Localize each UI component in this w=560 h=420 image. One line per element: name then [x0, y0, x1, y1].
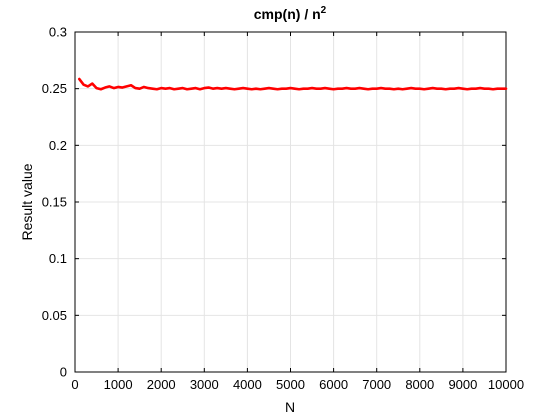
x-tick-label: 3000 [190, 377, 219, 392]
y-tick-label: 0 [60, 365, 67, 380]
chart-title: cmp(n) / n2 [254, 5, 327, 22]
x-tick-label: 7000 [362, 377, 391, 392]
x-tick-label: 9000 [448, 377, 477, 392]
y-tick-label: 0.15 [42, 195, 67, 210]
y-tick-label: 0.1 [49, 251, 67, 266]
y-tick-label: 0.05 [42, 308, 67, 323]
x-axis-label: N [285, 399, 295, 415]
x-tick-label: 8000 [405, 377, 434, 392]
y-axis-label: Result value [19, 163, 35, 240]
y-tick-label: 0.3 [49, 25, 67, 40]
x-tick-label: 0 [71, 377, 78, 392]
x-tick-label: 6000 [319, 377, 348, 392]
x-tick-label: 2000 [147, 377, 176, 392]
y-tick-label: 0.2 [49, 138, 67, 153]
x-tick-label: 5000 [276, 377, 305, 392]
x-tick-label: 10000 [488, 377, 524, 392]
chart-title-superscript: 2 [321, 5, 327, 16]
y-tick-label: 0.25 [42, 81, 67, 96]
x-tick-label: 4000 [233, 377, 262, 392]
x-tick-label: 1000 [104, 377, 133, 392]
chart-title-main: cmp(n) / n [254, 6, 321, 22]
